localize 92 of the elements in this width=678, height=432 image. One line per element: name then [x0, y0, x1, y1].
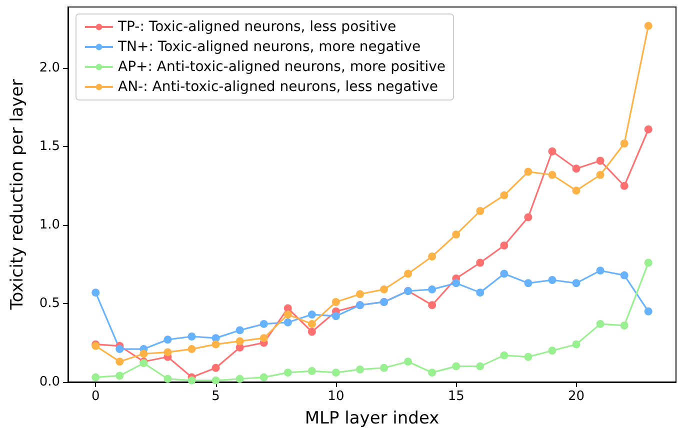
point	[188, 345, 196, 354]
point	[620, 140, 628, 148]
y-tick-label: 0.0	[39, 374, 60, 390]
x-tick-label: 0	[91, 389, 100, 404]
point	[500, 191, 508, 200]
point	[380, 364, 388, 372]
point	[188, 332, 196, 340]
point	[500, 270, 508, 278]
point	[164, 374, 172, 383]
point	[500, 241, 508, 250]
point	[164, 336, 172, 344]
point	[236, 374, 244, 383]
y-tick-label: 1.0	[39, 218, 60, 233]
point	[548, 147, 556, 156]
point	[548, 170, 556, 179]
legend-label: AP+: Anti-toxic-aligned neurons, more positive	[118, 59, 446, 75]
point	[572, 279, 580, 288]
point	[524, 168, 532, 176]
point	[548, 346, 556, 355]
point	[380, 285, 388, 294]
point	[572, 186, 580, 195]
point	[92, 288, 100, 297]
x-tick-label: 10	[328, 389, 344, 404]
point	[356, 365, 364, 374]
point	[572, 164, 580, 173]
y-tick-label: 1.5	[39, 139, 60, 154]
point	[524, 279, 532, 288]
point	[644, 22, 652, 30]
point	[260, 373, 268, 382]
point	[524, 352, 532, 361]
point	[116, 358, 124, 366]
point	[332, 368, 340, 377]
point	[428, 285, 436, 294]
point	[620, 322, 628, 330]
x-axis-title: MLP layer index	[304, 408, 440, 428]
point	[188, 376, 196, 384]
point	[644, 258, 652, 267]
point	[404, 270, 412, 278]
point	[260, 320, 268, 328]
point	[92, 373, 100, 382]
legend-label: AN-: Anti-toxic-aligned neurons, less negative	[118, 79, 438, 95]
legend-label: TN+: Toxic-aligned neurons, more negative	[117, 39, 421, 55]
point	[308, 367, 316, 376]
point	[164, 348, 172, 356]
point	[620, 182, 628, 190]
point	[596, 266, 604, 275]
point	[428, 368, 436, 377]
point	[428, 301, 436, 310]
point	[284, 368, 292, 377]
point	[308, 328, 316, 336]
point	[212, 364, 220, 372]
point	[116, 372, 124, 380]
point	[452, 230, 460, 239]
y-axis-title: Toxicity reduction per layer	[8, 79, 28, 311]
point	[452, 362, 460, 370]
legend-label: TP-: Toxic-aligned neurons, less positive	[117, 19, 396, 35]
point	[476, 362, 484, 370]
x-tick-label: 5	[212, 389, 220, 404]
point	[452, 279, 460, 288]
point	[332, 298, 340, 306]
point	[596, 320, 604, 328]
point	[308, 320, 316, 328]
x-tick-label: 20	[568, 389, 585, 404]
point	[308, 310, 316, 319]
point	[644, 125, 652, 134]
point	[644, 307, 652, 316]
x-tick-label: 15	[448, 389, 464, 404]
point	[620, 271, 628, 280]
point	[284, 310, 292, 319]
point	[596, 156, 604, 165]
point	[236, 337, 244, 346]
point	[212, 340, 220, 348]
point	[428, 252, 436, 260]
point	[500, 351, 508, 360]
point	[476, 288, 484, 297]
y-tick-label: 2.0	[39, 60, 60, 76]
point	[404, 358, 412, 366]
point	[212, 376, 220, 384]
point	[260, 334, 268, 342]
point	[284, 318, 292, 326]
point	[332, 312, 340, 320]
point	[116, 345, 124, 354]
point	[476, 258, 484, 267]
point	[476, 206, 484, 215]
y-tick-label: 0.5	[39, 296, 60, 312]
point	[524, 213, 532, 222]
point	[356, 290, 364, 298]
point	[548, 276, 556, 284]
point	[236, 326, 244, 334]
point	[596, 170, 604, 179]
point	[572, 340, 580, 348]
point	[140, 350, 148, 358]
